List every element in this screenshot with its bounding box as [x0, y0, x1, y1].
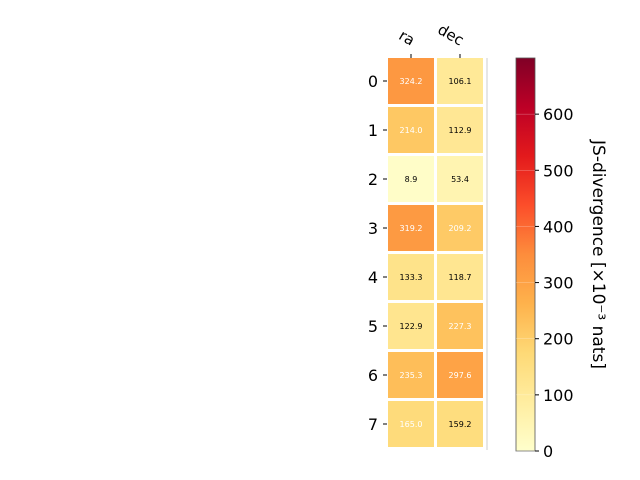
colorbar-tick-label: 200	[543, 330, 574, 349]
cell-value-label: 106.1	[449, 77, 472, 86]
cell-value-label: 159.2	[449, 420, 472, 429]
y-axis: 0 1 2 3 4 5 6 7	[368, 72, 387, 434]
heatmap-cell	[437, 303, 483, 349]
heatmap-cell	[437, 352, 483, 398]
heatmap-cell	[437, 58, 483, 104]
y-tick-label: 5	[368, 317, 378, 336]
heatmap-cells: 324.2 106.1 214.0 112.9 8.9 53.4 319.2 209.2 133…	[388, 58, 488, 450]
x-tick-label: ra	[396, 26, 418, 49]
y-tick-label: 7	[368, 415, 378, 434]
cell-value-label: 118.7	[449, 273, 472, 282]
cell-value-label: 324.2	[400, 77, 423, 86]
y-tick-label: 3	[368, 219, 378, 238]
x-axis: ra dec	[396, 20, 467, 58]
colorbar-tick-label: 600	[543, 105, 574, 124]
colorbar-frame	[515, 57, 536, 452]
colorbar-tick-label: 100	[543, 386, 574, 405]
heatmap-cell	[388, 58, 434, 104]
y-tick-label: 4	[368, 268, 378, 287]
cell-value-label: 133.3	[400, 273, 423, 282]
colorbar-tick-label: 400	[543, 217, 574, 236]
colorbar-tick-label: 0	[543, 442, 553, 461]
heatmap-cell	[388, 254, 434, 300]
x-tick-label: dec	[435, 20, 467, 49]
heatmap-cell	[388, 205, 434, 251]
cell-value-label: 122.9	[400, 322, 423, 331]
heatmap-cell	[388, 352, 434, 398]
cell-value-label: 112.9	[449, 126, 472, 135]
colorbar-label: JS-divergence [×10⁻³ nats]	[588, 139, 608, 369]
cell-value-label: 319.2	[400, 224, 423, 233]
heatmap-cell	[437, 254, 483, 300]
heatmap-cell	[388, 107, 434, 153]
colorbar-tick-label: 500	[543, 161, 574, 180]
heatmap-cell	[388, 401, 434, 447]
colorbar-tick-label: 300	[543, 274, 574, 293]
heatmap-cell	[437, 205, 483, 251]
cell-value-label: 53.4	[451, 175, 469, 184]
cell-value-label: 214.0	[400, 126, 423, 135]
cell-value-label: 235.3	[400, 371, 423, 380]
y-tick-label: 6	[368, 366, 378, 385]
cell-value-label: 297.6	[449, 371, 472, 380]
y-tick-label: 2	[368, 170, 378, 189]
y-tick-label: 1	[368, 121, 378, 140]
y-tick-label: 0	[368, 72, 378, 91]
heatmap-cell	[388, 156, 434, 202]
colorbar-gradient	[516, 58, 535, 451]
heatmap-cell	[437, 107, 483, 153]
heatmap-cell	[388, 303, 434, 349]
cell-value-label: 227.3	[449, 322, 472, 331]
cell-value-label: 165.0	[400, 420, 423, 429]
heatmap-cell	[437, 401, 483, 447]
colorbar: 0 100 200 300 400 500 600 JS-divergence [×10⁻³ …	[515, 57, 608, 461]
cell-value-label: 209.2	[449, 224, 472, 233]
cell-value-label: 8.9	[405, 175, 418, 184]
heatmap-cell	[437, 156, 483, 202]
